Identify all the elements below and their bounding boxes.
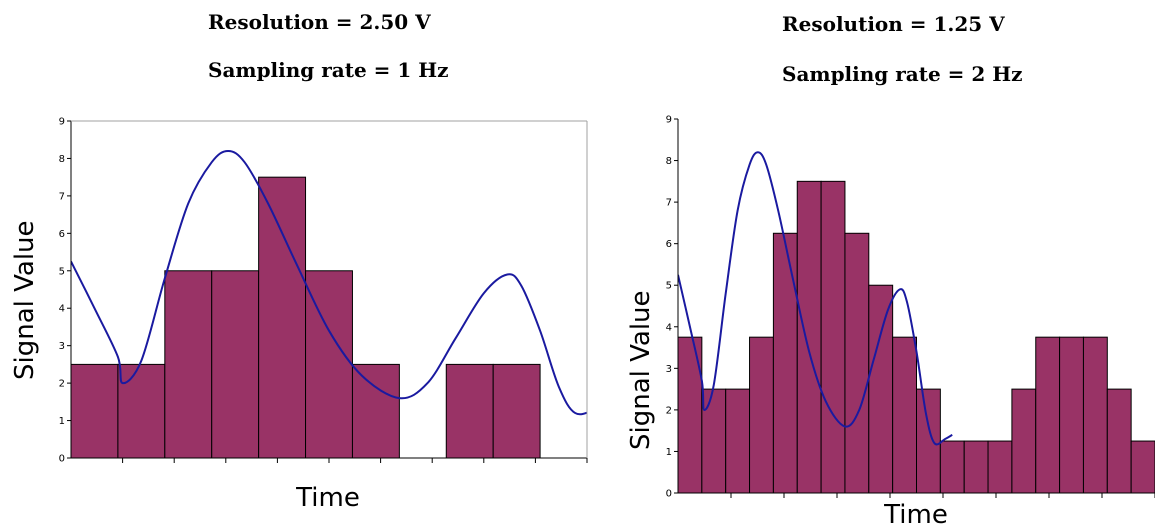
chart2-bar xyxy=(892,336,918,494)
chart1-title: Resolution = 2.50 V xyxy=(208,10,431,34)
chart2-y-tick-label: 3 xyxy=(666,364,672,375)
chart1-y-tick-label: 9 xyxy=(59,117,65,128)
chart2-bar xyxy=(868,284,894,494)
chart1-x-axis-label: Time xyxy=(296,483,360,513)
chart1-y-tick-label: 1 xyxy=(59,416,65,427)
chart2-bar xyxy=(749,336,774,494)
chart1-y-tick-label: 0 xyxy=(59,454,65,465)
chart1-bar xyxy=(445,363,494,459)
chart2-y-tick-label: 2 xyxy=(666,405,672,416)
chart2-x-axis-label: Time xyxy=(884,500,948,530)
chart1-y-tick-label: 8 xyxy=(59,154,65,165)
chart2-y-tick-label: 7 xyxy=(666,198,672,209)
chart2-bar xyxy=(916,388,941,494)
chart1-bar xyxy=(164,270,213,459)
chart1-y-tick-label: 3 xyxy=(59,341,65,352)
chart1-bar xyxy=(117,363,166,459)
chart2-bar xyxy=(772,232,798,494)
chart1-bar xyxy=(211,270,260,459)
chart1-bar xyxy=(351,363,400,459)
chart2-bar xyxy=(987,440,1013,494)
chart2-y-tick-label: 6 xyxy=(666,239,672,250)
chart2-bar xyxy=(796,180,822,494)
chart2-bar xyxy=(844,232,870,494)
chart2-bar xyxy=(939,440,965,494)
chart2-bar xyxy=(1082,336,1108,494)
chart2-y-tick-label: 9 xyxy=(666,115,672,126)
chart2-bar xyxy=(1106,388,1132,494)
chart1-subtitle: Sampling rate = 1 Hz xyxy=(208,58,449,82)
chart2-bar xyxy=(701,388,727,494)
chart2-subtitle: Sampling rate = 2 Hz xyxy=(782,62,1023,86)
chart2-bar xyxy=(725,388,751,494)
chart2-bar xyxy=(1011,388,1037,494)
chart2-title: Resolution = 1.25 V xyxy=(782,12,1005,36)
chart2-signal-line xyxy=(678,151,953,446)
chart2-bar xyxy=(963,440,989,494)
chart2-y-tick-label: 0 xyxy=(666,489,672,500)
chart1-y-tick-label: 2 xyxy=(59,379,65,390)
chart2-y-tick-label: 5 xyxy=(666,281,672,292)
chart2-y-tick-label: 4 xyxy=(666,322,672,333)
chart1-y-tick-label: 6 xyxy=(59,229,65,240)
chart1-bar xyxy=(492,363,541,459)
chart2-bar xyxy=(1059,336,1084,494)
chart1-bar xyxy=(70,363,119,459)
chart2-bar xyxy=(1035,336,1061,494)
chart2-y-tick-label: 8 xyxy=(666,156,672,167)
chart2-bar xyxy=(1130,440,1155,494)
chart1-y-tick-label: 4 xyxy=(59,304,65,315)
chart2-bar xyxy=(820,180,846,494)
chart1-y-tick-label: 5 xyxy=(59,266,65,277)
chart2-y-tick-label: 1 xyxy=(666,447,672,458)
chart1-y-tick-label: 7 xyxy=(59,191,65,202)
chart1-signal-line xyxy=(71,149,587,416)
